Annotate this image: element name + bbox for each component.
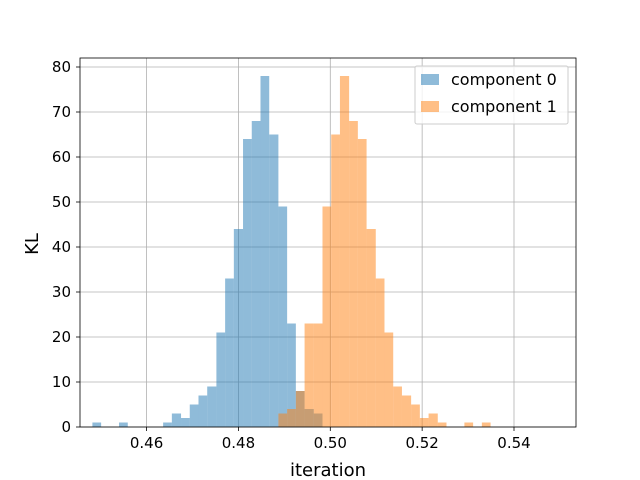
bar-series-0-bin-9	[171, 413, 182, 427]
bar-series-0-bin-16	[233, 229, 244, 427]
bar-series-1-bin-8	[349, 121, 358, 427]
legend-box	[414, 65, 569, 125]
bar-series-1-bin-10	[366, 229, 376, 427]
bar-series-0-bin-13	[207, 386, 217, 427]
bar-series-1-bin-18	[437, 422, 447, 427]
bar-series-1-bin-14	[401, 395, 412, 427]
legend-label-component-1: component 1	[451, 97, 557, 116]
bar-series-0-bin-0	[92, 422, 102, 427]
bar-series-1-bin-2	[295, 391, 305, 427]
bar-series-0-bin-19	[260, 76, 270, 427]
bar-series-1-bin-11	[375, 278, 385, 427]
bar-series-1-bin-7	[339, 76, 350, 427]
bar-series-0-bin-12	[198, 395, 208, 427]
bar-series-1-bin-21	[464, 422, 474, 427]
bar-series-1-bin-5	[322, 206, 332, 427]
y-tick-label-0: 0	[61, 418, 71, 436]
y-tick-label-80: 80	[52, 58, 71, 76]
y-tick-label-70: 70	[52, 103, 71, 121]
legend-swatch-component-1	[421, 101, 439, 112]
legend-label-component-0: component 0	[451, 70, 557, 89]
y-axis-label: KL	[22, 233, 43, 255]
bar-series-1-bin-0	[278, 413, 288, 427]
y-tick-label-40: 40	[52, 238, 71, 256]
bar-series-0-bin-11	[189, 404, 199, 427]
bar-series-1-bin-1	[287, 409, 296, 427]
bar-series-1-bin-15	[411, 404, 420, 427]
bar-series-0-bin-17	[243, 139, 252, 427]
bar-series-1-bin-9	[357, 139, 367, 427]
bar-series-1-bin-4	[313, 323, 323, 427]
legend: component 0 component 1	[414, 65, 569, 125]
bar-series-0-bin-20	[269, 134, 279, 427]
histogram-bars	[92, 76, 491, 427]
x-axis-ticks: 0.46 0.48 0.50 0.52 0.54	[130, 427, 531, 452]
legend-swatch-component-0	[421, 74, 439, 85]
x-tick-label-0.52: 0.52	[405, 434, 438, 452]
bar-series-0-bin-14	[216, 332, 226, 427]
y-tick-label-60: 60	[52, 148, 71, 166]
bar-series-1-bin-23	[481, 422, 491, 427]
bar-series-0-bin-15	[225, 278, 234, 427]
bar-series-0-bin-3	[119, 422, 128, 427]
y-axis-ticks: 0 10 20 30 40 50 60 70 80	[52, 58, 80, 436]
bar-series-1-bin-17	[428, 413, 438, 427]
plot-frame	[79, 57, 577, 428]
bar-series-0-bin-22	[287, 323, 296, 427]
bar-series-1-bin-16	[419, 418, 429, 427]
bar-series-1-bin-6	[331, 134, 340, 427]
bar-series-0-bin-10	[181, 418, 190, 427]
x-tick-label-0.50: 0.50	[314, 434, 347, 452]
bar-series-1-bin-13	[393, 386, 402, 427]
y-tick-label-20: 20	[52, 328, 71, 346]
x-tick-label-0.46: 0.46	[130, 434, 163, 452]
y-tick-label-50: 50	[52, 193, 71, 211]
bar-series-0-bin-8	[163, 422, 172, 427]
y-tick-label-10: 10	[52, 373, 71, 391]
bar-series-0-bin-18	[251, 121, 261, 427]
x-tick-label-0.54: 0.54	[497, 434, 530, 452]
bar-series-0-bin-21	[278, 206, 288, 427]
y-tick-label-30: 30	[52, 283, 71, 301]
bar-series-1-bin-12	[384, 332, 394, 427]
series-1-bars	[278, 76, 491, 427]
bar-series-1-bin-3	[304, 323, 314, 427]
x-axis-label: iteration	[290, 460, 366, 480]
x-tick-label-0.48: 0.48	[222, 434, 255, 452]
